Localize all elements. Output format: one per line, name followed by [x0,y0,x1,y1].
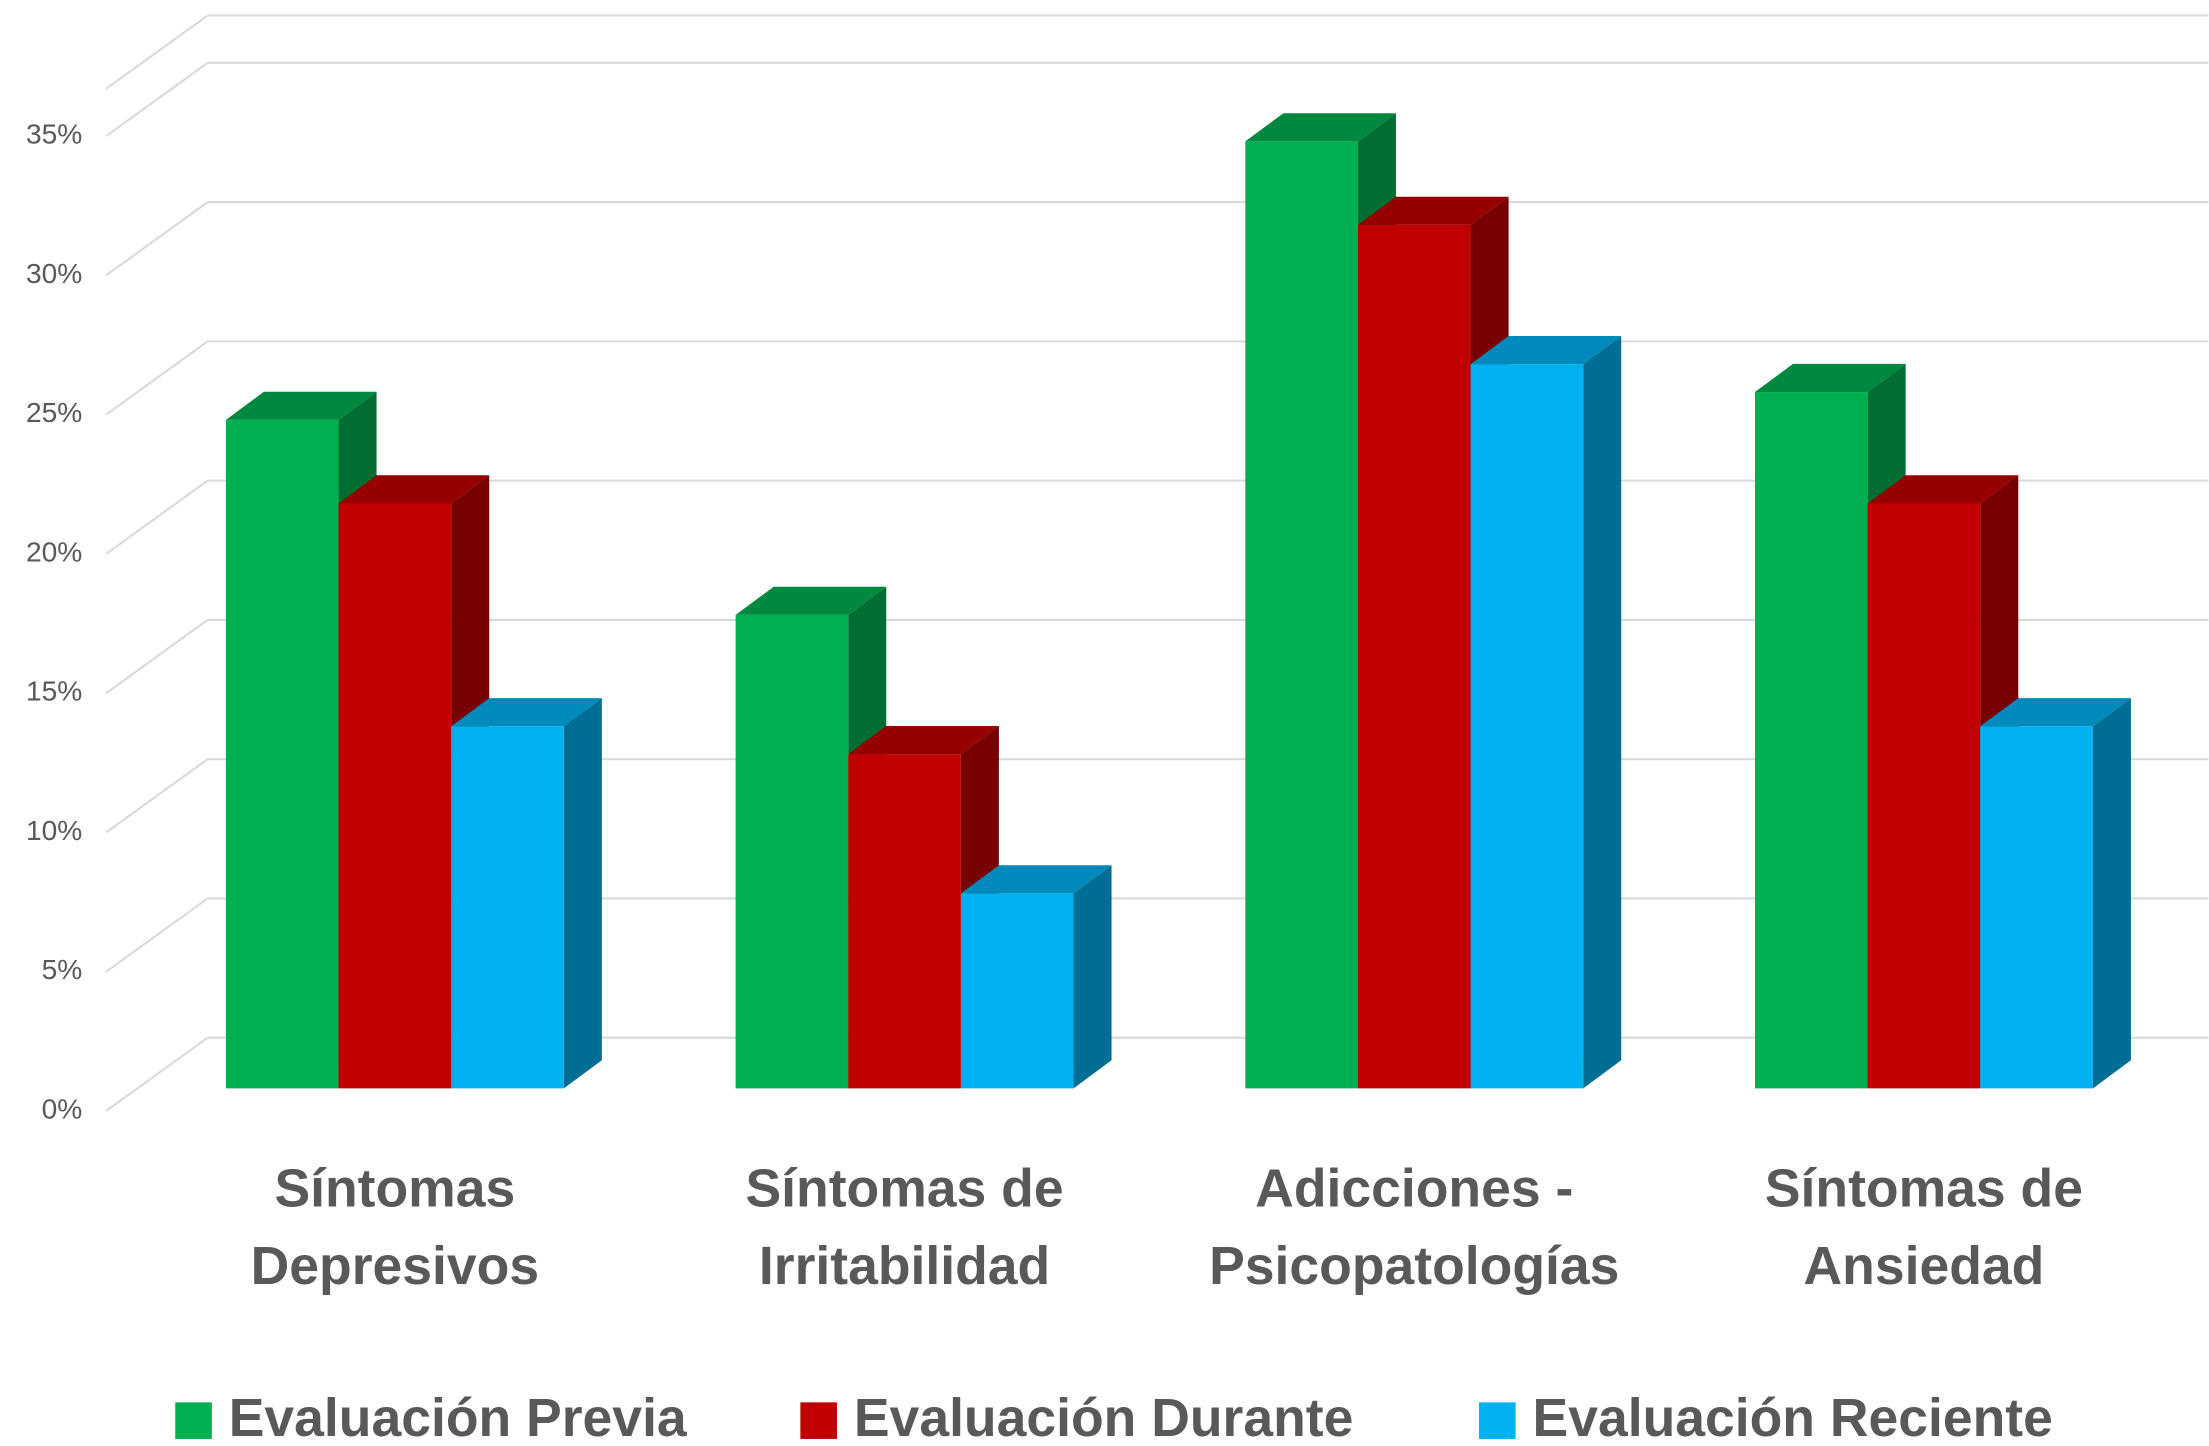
grid-line-side [105,479,209,555]
grid-line-side [105,340,209,416]
y-tick-label: 35% [26,118,82,149]
bar-front [1867,503,1981,1089]
legend-swatch [800,1402,837,1439]
bar-front [1470,364,1584,1089]
bar [1470,336,1622,1089]
grid-line-side [105,897,209,973]
bar-top [1245,113,1396,142]
bar-top [1357,196,1509,225]
bar-top [225,391,377,420]
y-tick-label: 25% [26,397,82,428]
bar-side [1073,865,1112,1089]
bar-top [960,865,1112,894]
bar [451,698,602,1089]
legend-swatch [175,1402,212,1439]
bar-front [848,754,961,1089]
bar-front [1754,392,1868,1089]
x-tick-label: Síntomas de Ansiedad [1764,1160,2084,1297]
x-label-box: Síntomas Depresivos [250,1160,540,1297]
bar-top [451,698,602,727]
legend-swatch [1479,1402,1516,1439]
bar-top [848,725,999,755]
bar-top [1754,363,1906,393]
grid-line-side [105,201,209,277]
y-tick-label: 10% [26,815,82,846]
bar-side [563,698,602,1089]
bar-front [735,614,849,1089]
legend-label: Evaluación Durante [854,1389,1353,1446]
x-tick-label: Síntomas Depresivos [250,1160,540,1297]
x-label-box: Síntomas de Irritabilidad [745,1160,1064,1297]
bar-side [1583,336,1622,1089]
bar-front [1980,726,2093,1089]
bar-front [225,419,339,1089]
y-tick-label: 15% [26,676,82,707]
y-tick-label: 30% [26,258,82,289]
bar-top [1980,698,2131,727]
bar-top [1470,336,1622,365]
grid-line-top-side [105,14,209,90]
y-tick-label: 20% [26,536,82,567]
bar-front [1357,224,1471,1089]
y-tick-label: 5% [42,954,83,985]
bar-front [451,726,564,1089]
bar-top [1867,475,2019,504]
bar-top [338,475,490,504]
y-tick-label: 0% [42,1093,83,1124]
bar-front [338,503,452,1089]
grid-line-side [105,1036,209,1112]
legend-label: Evaluación Previa [229,1389,688,1446]
legend-label: Evaluación Reciente [1533,1389,2053,1446]
grid-line-side [105,619,209,694]
bar-front [960,893,1074,1089]
x-label-box: Adicciones - Psicopatologías [1209,1160,1620,1297]
bar-side [2092,698,2131,1089]
bar-top [735,586,887,615]
x-tick-label: Adicciones - Psicopatologías [1209,1160,1620,1297]
bar-front [1245,141,1358,1089]
grid-line-side [105,758,209,834]
grid-line-side [105,61,209,137]
bar [960,865,1112,1089]
bar [1980,698,2131,1089]
x-tick-label: Síntomas de Irritabilidad [745,1160,1064,1297]
x-label-box: Síntomas de Ansiedad [1764,1160,2084,1297]
